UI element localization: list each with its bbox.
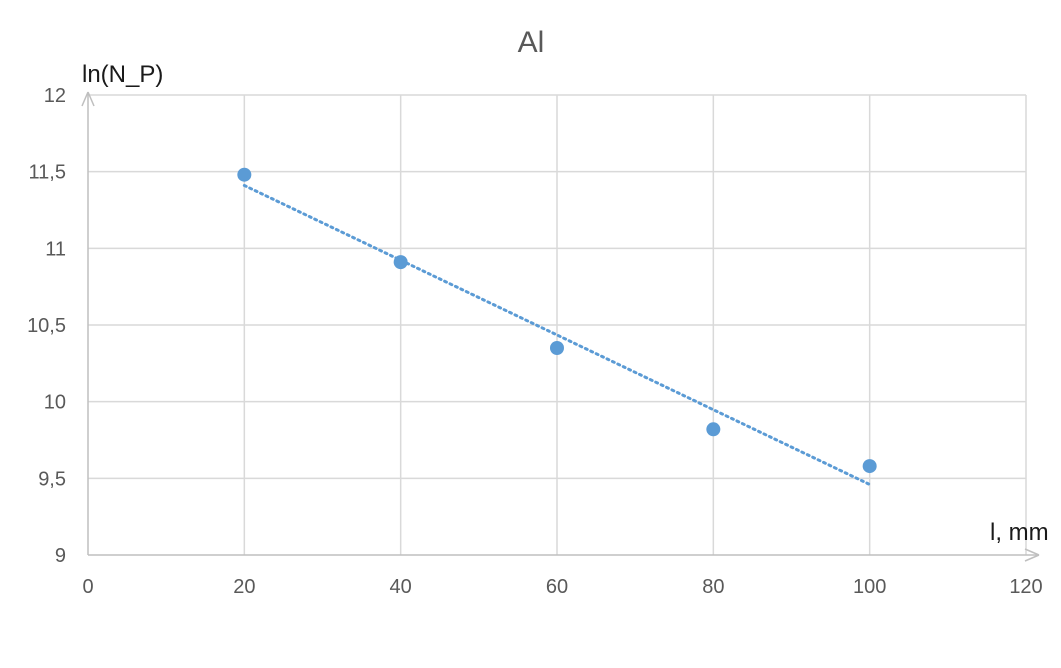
data-point bbox=[393, 255, 408, 270]
data-points bbox=[237, 167, 877, 474]
x-axis-arrow bbox=[1024, 548, 1040, 562]
y-tick-label: 12 bbox=[44, 85, 66, 107]
x-tick-label: 100 bbox=[853, 576, 886, 598]
y-tick-label: 10 bbox=[44, 392, 66, 414]
x-tick-label: 40 bbox=[390, 576, 412, 598]
x-tick-label: 0 bbox=[82, 576, 93, 598]
x-tick-label: 80 bbox=[702, 576, 724, 598]
y-axis-arrow bbox=[81, 91, 95, 107]
chart-title: Al bbox=[518, 26, 545, 59]
data-point bbox=[862, 459, 877, 474]
grid bbox=[88, 94, 1027, 555]
x-axis-label: l, mm bbox=[990, 519, 1049, 546]
x-tick-label: 120 bbox=[1009, 576, 1042, 598]
data-point bbox=[237, 167, 252, 182]
x-tick-label: 20 bbox=[233, 576, 255, 598]
y-axis-label: ln(N_P) bbox=[82, 61, 163, 88]
y-tick-label: 9,5 bbox=[38, 468, 66, 490]
x-tick-label: 60 bbox=[546, 576, 568, 598]
y-tick-label: 11,5 bbox=[29, 162, 66, 184]
data-point bbox=[706, 422, 721, 437]
y-tick-label: 10,5 bbox=[27, 315, 66, 337]
trendline bbox=[242, 183, 872, 486]
trendline-line bbox=[242, 183, 872, 486]
data-point bbox=[550, 341, 564, 355]
axes bbox=[81, 91, 1040, 562]
y-tick-label: 11 bbox=[45, 238, 66, 260]
y-tick-label: 9 bbox=[55, 545, 66, 567]
